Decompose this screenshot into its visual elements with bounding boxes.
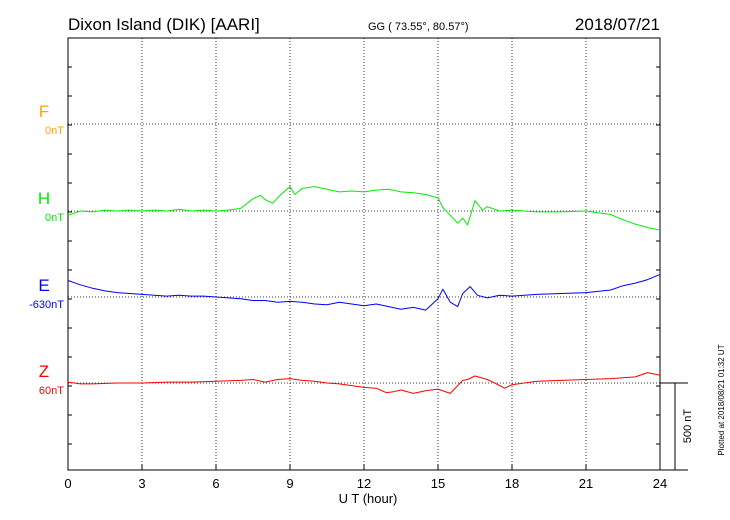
series-offset-z: 60nT: [39, 385, 64, 397]
grid: [68, 38, 660, 470]
series-name-z: Z: [39, 362, 49, 381]
series-name-h: H: [38, 189, 50, 208]
x-tick-label: 9: [286, 476, 293, 491]
x-tick-label: 15: [431, 476, 445, 491]
series-name-f: F: [39, 102, 49, 121]
station-coords: GG ( 73.55°, 80.57°): [368, 21, 469, 33]
series-lines: [67, 186, 661, 394]
x-axis-label: U T (hour): [339, 491, 398, 506]
x-tick-label: 24: [653, 476, 667, 491]
x-tick-label: 3: [138, 476, 145, 491]
x-axis: 0 3 6 9 12 15 18 21 24: [64, 37, 667, 491]
series-name-e: E: [38, 276, 49, 295]
series-offset-f: 0nT: [45, 125, 64, 137]
x-tick-label: 0: [64, 476, 71, 491]
scale-bar: 500 nT: [660, 382, 694, 471]
x-tick-label: 12: [357, 476, 371, 491]
plotted-timestamp: Plotted at 2018/08/21 01:32 UT: [717, 344, 726, 455]
series-line-z: [67, 372, 661, 394]
x-tick-label: 6: [212, 476, 219, 491]
x-tick-label: 18: [505, 476, 519, 491]
component-labels: F 0nT H 0nT E -630nT Z 60nT: [29, 102, 64, 397]
series-line-e: [67, 273, 661, 311]
scale-bar-label: 500 nT: [682, 409, 694, 444]
chart-date: 2018/07/21: [575, 15, 660, 34]
series-line-h: [67, 186, 661, 231]
station-title: Dixon Island (DIK) [AARI]: [68, 15, 260, 34]
series-offset-e: -630nT: [29, 299, 64, 311]
series-offset-h: 0nT: [45, 212, 64, 224]
x-tick-label: 21: [579, 476, 593, 491]
